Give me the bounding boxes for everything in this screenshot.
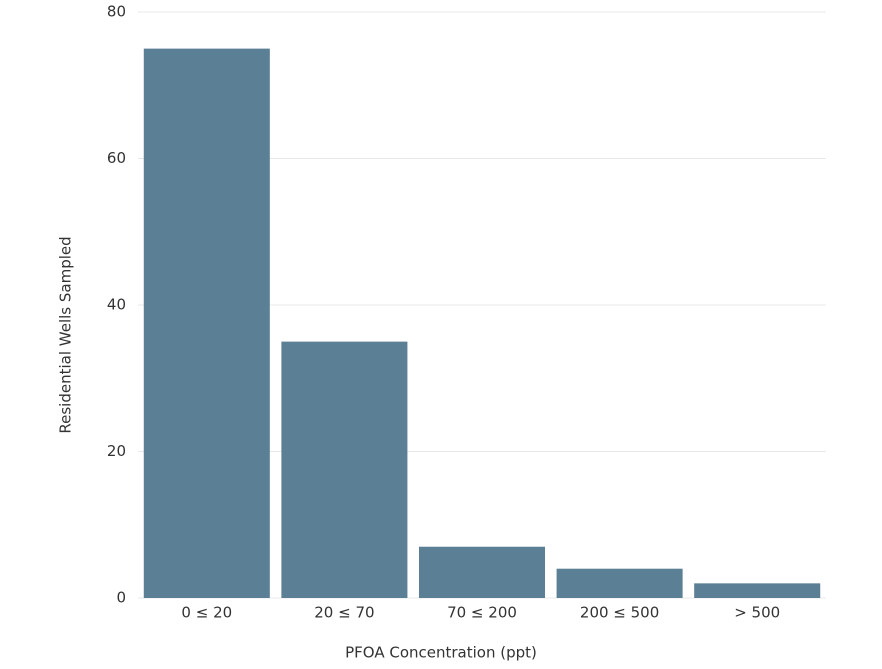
- bar: [418, 546, 546, 598]
- x-tick-label: 0 ≤ 20: [181, 604, 232, 622]
- bar: [694, 583, 821, 598]
- y-axis-title: Residential Wells Sampled: [57, 236, 75, 433]
- bar: [143, 48, 270, 598]
- x-tick-label: 200 ≤ 500: [580, 604, 659, 622]
- bar: [281, 341, 408, 598]
- x-axis-title: PFOA Concentration (ppt): [345, 644, 537, 662]
- x-tick-label: > 500: [734, 604, 780, 622]
- bar: [556, 568, 683, 598]
- x-tick-label: 70 ≤ 200: [447, 604, 517, 622]
- y-tick-label: 20: [107, 442, 126, 460]
- y-tick-label: 0: [116, 589, 126, 607]
- y-tick-label: 40: [107, 296, 126, 314]
- x-tick-label: 20 ≤ 70: [314, 604, 374, 622]
- y-tick-label: 80: [107, 3, 126, 21]
- y-tick-label: 60: [107, 149, 126, 167]
